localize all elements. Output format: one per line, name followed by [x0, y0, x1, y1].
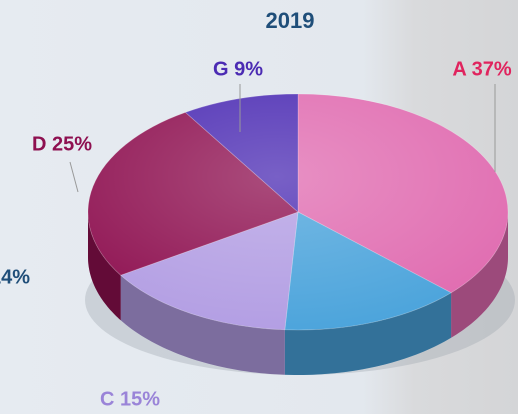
chart-title: 2019 — [266, 8, 315, 33]
data-label: B 14% — [0, 266, 30, 288]
leader-line — [69, 161, 79, 193]
data-label: C 15% — [100, 388, 160, 410]
slice-side — [451, 212, 508, 338]
slice-side — [88, 212, 121, 321]
slice-side-shade — [120, 275, 285, 375]
data-label: A 37% — [452, 58, 512, 80]
highlight — [88, 94, 508, 330]
data-label: G 9% — [213, 58, 263, 80]
slice-side-shade — [88, 212, 121, 321]
slice-side-shade — [451, 212, 508, 338]
data-label: D 25% — [32, 133, 92, 155]
slice-side-shade — [284, 292, 452, 375]
slice-side — [120, 275, 285, 375]
slice-side — [284, 292, 452, 375]
